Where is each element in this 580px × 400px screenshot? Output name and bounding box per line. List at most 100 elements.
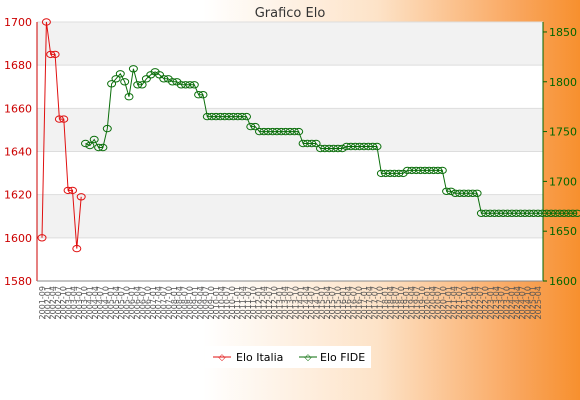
series-point-1	[346, 142, 356, 151]
series-point-1	[446, 187, 456, 196]
series-layer	[37, 18, 580, 253]
x-tick-label: 2011-04	[239, 286, 248, 319]
x-tick-label: 2007-10	[165, 286, 174, 319]
x-tick-label: 2002-01	[43, 286, 52, 319]
plot-band	[37, 108, 543, 152]
series-point-1	[94, 143, 104, 152]
x-tick-label: 2017-07	[370, 286, 379, 319]
plot-bands	[37, 22, 543, 281]
axes	[36, 22, 544, 282]
x-tick-label: 2014-10	[312, 286, 321, 319]
series-point-1	[342, 142, 352, 151]
x-tick-label: 2024-07	[518, 286, 527, 319]
series-point-1	[355, 142, 365, 151]
series-point-0	[46, 50, 56, 59]
series-point-1	[546, 209, 556, 218]
series-point-1	[503, 209, 512, 218]
y-left-tick-label: 1700	[4, 16, 32, 29]
series-point-1	[564, 209, 573, 218]
series-point-1	[246, 122, 256, 131]
x-tick-label: 2004-04	[91, 286, 100, 319]
series-point-1	[485, 209, 495, 218]
series-point-1	[533, 209, 543, 218]
series-point-1	[481, 209, 491, 218]
x-tick-label: 2013-07	[286, 286, 295, 319]
x-tick-label: 2004-10	[101, 286, 110, 319]
x-tick-label: 2002-10	[59, 286, 68, 319]
series-point-1	[220, 112, 230, 121]
x-tick-label: 2021-10	[460, 286, 469, 319]
series-point-1	[385, 169, 395, 178]
x-tick-label: 2022-07	[476, 286, 485, 319]
x-tick-label: 2006-07	[138, 286, 147, 319]
series-point-1	[372, 142, 382, 151]
x-tick-label: 2010-04	[217, 286, 226, 319]
x-tick-label: 2001-09	[38, 286, 47, 319]
x-tick-label: 2019-04	[407, 286, 416, 319]
x-tick-label: 2017-04	[365, 286, 374, 319]
series-point-1	[85, 141, 95, 150]
series-point-1	[363, 142, 373, 151]
x-tick-label: 2004-07	[96, 286, 105, 319]
series-point-0	[50, 50, 60, 59]
x-tick-label: 2003-07	[75, 286, 84, 319]
y-left-tick-label: 1680	[4, 59, 32, 72]
series-point-1	[568, 209, 578, 218]
y-left-tick-label: 1620	[4, 189, 32, 202]
x-tick-label: 2003-10	[80, 286, 89, 319]
series-point-1	[450, 189, 460, 198]
y-left-tick-label: 1600	[4, 232, 32, 245]
series-point-0	[59, 115, 69, 123]
x-tick-label: 2022-01	[465, 286, 474, 319]
x-tick-label: 2009-01	[191, 286, 200, 319]
x-tick-label: 2025-04	[534, 286, 543, 319]
series-point-0	[41, 18, 51, 26]
x-tick-label: 2013-04	[281, 286, 290, 319]
series-point-1	[159, 75, 169, 83]
x-tick-label: 2015-07	[328, 286, 337, 319]
x-tick-label: 2009-07	[202, 286, 211, 319]
series-point-0	[68, 186, 77, 195]
series-point-0	[72, 244, 82, 253]
x-tick-label: 2021-07	[455, 286, 464, 319]
x-tick-label: 2012-07	[265, 286, 274, 319]
series-point-1	[259, 127, 269, 136]
x-tick-label: 2009-04	[196, 286, 205, 319]
y-right-tick-label: 1600	[549, 275, 577, 288]
y-left-tick-label: 1580	[4, 275, 32, 288]
x-tick-label: 2018-10	[397, 286, 406, 319]
series-point-1	[189, 81, 199, 89]
x-tick-label: 2008-10	[186, 286, 195, 319]
series-point-1	[324, 144, 334, 153]
series-point-1	[550, 209, 560, 218]
series-point-1	[120, 78, 130, 86]
series-point-1	[407, 166, 417, 175]
x-tick-label: 2002-04	[49, 286, 58, 319]
series-point-1	[168, 78, 177, 86]
x-tick-label: 2016-04	[344, 286, 353, 319]
series-point-1	[572, 209, 580, 217]
series-point-1	[329, 144, 338, 153]
series-point-1	[285, 127, 295, 136]
x-tick-label: 2005-10	[122, 286, 131, 319]
series-point-1	[316, 144, 325, 153]
x-tick-label: 2023-07	[497, 286, 506, 319]
y-right-tick-label: 1750	[549, 126, 577, 139]
x-tick-label: 2007-04	[154, 286, 163, 319]
series-point-1	[368, 142, 378, 151]
x-tick-label: 2018-07	[392, 286, 401, 319]
series-point-1	[529, 209, 539, 218]
series-point-1	[455, 189, 465, 198]
x-tick-label: 2016-07	[349, 286, 358, 319]
x-tick-label: 2015-10	[333, 286, 342, 319]
series-point-1	[520, 209, 530, 218]
series-point-1	[555, 209, 565, 218]
x-tick-label: 2015-04	[323, 286, 332, 319]
x-tick-label: 2019-07	[413, 286, 422, 319]
series-point-1	[433, 166, 443, 175]
x-tick-label: 2025-01	[529, 286, 538, 319]
x-tick-label: 2020-04	[428, 286, 437, 319]
series-point-1	[237, 112, 247, 121]
